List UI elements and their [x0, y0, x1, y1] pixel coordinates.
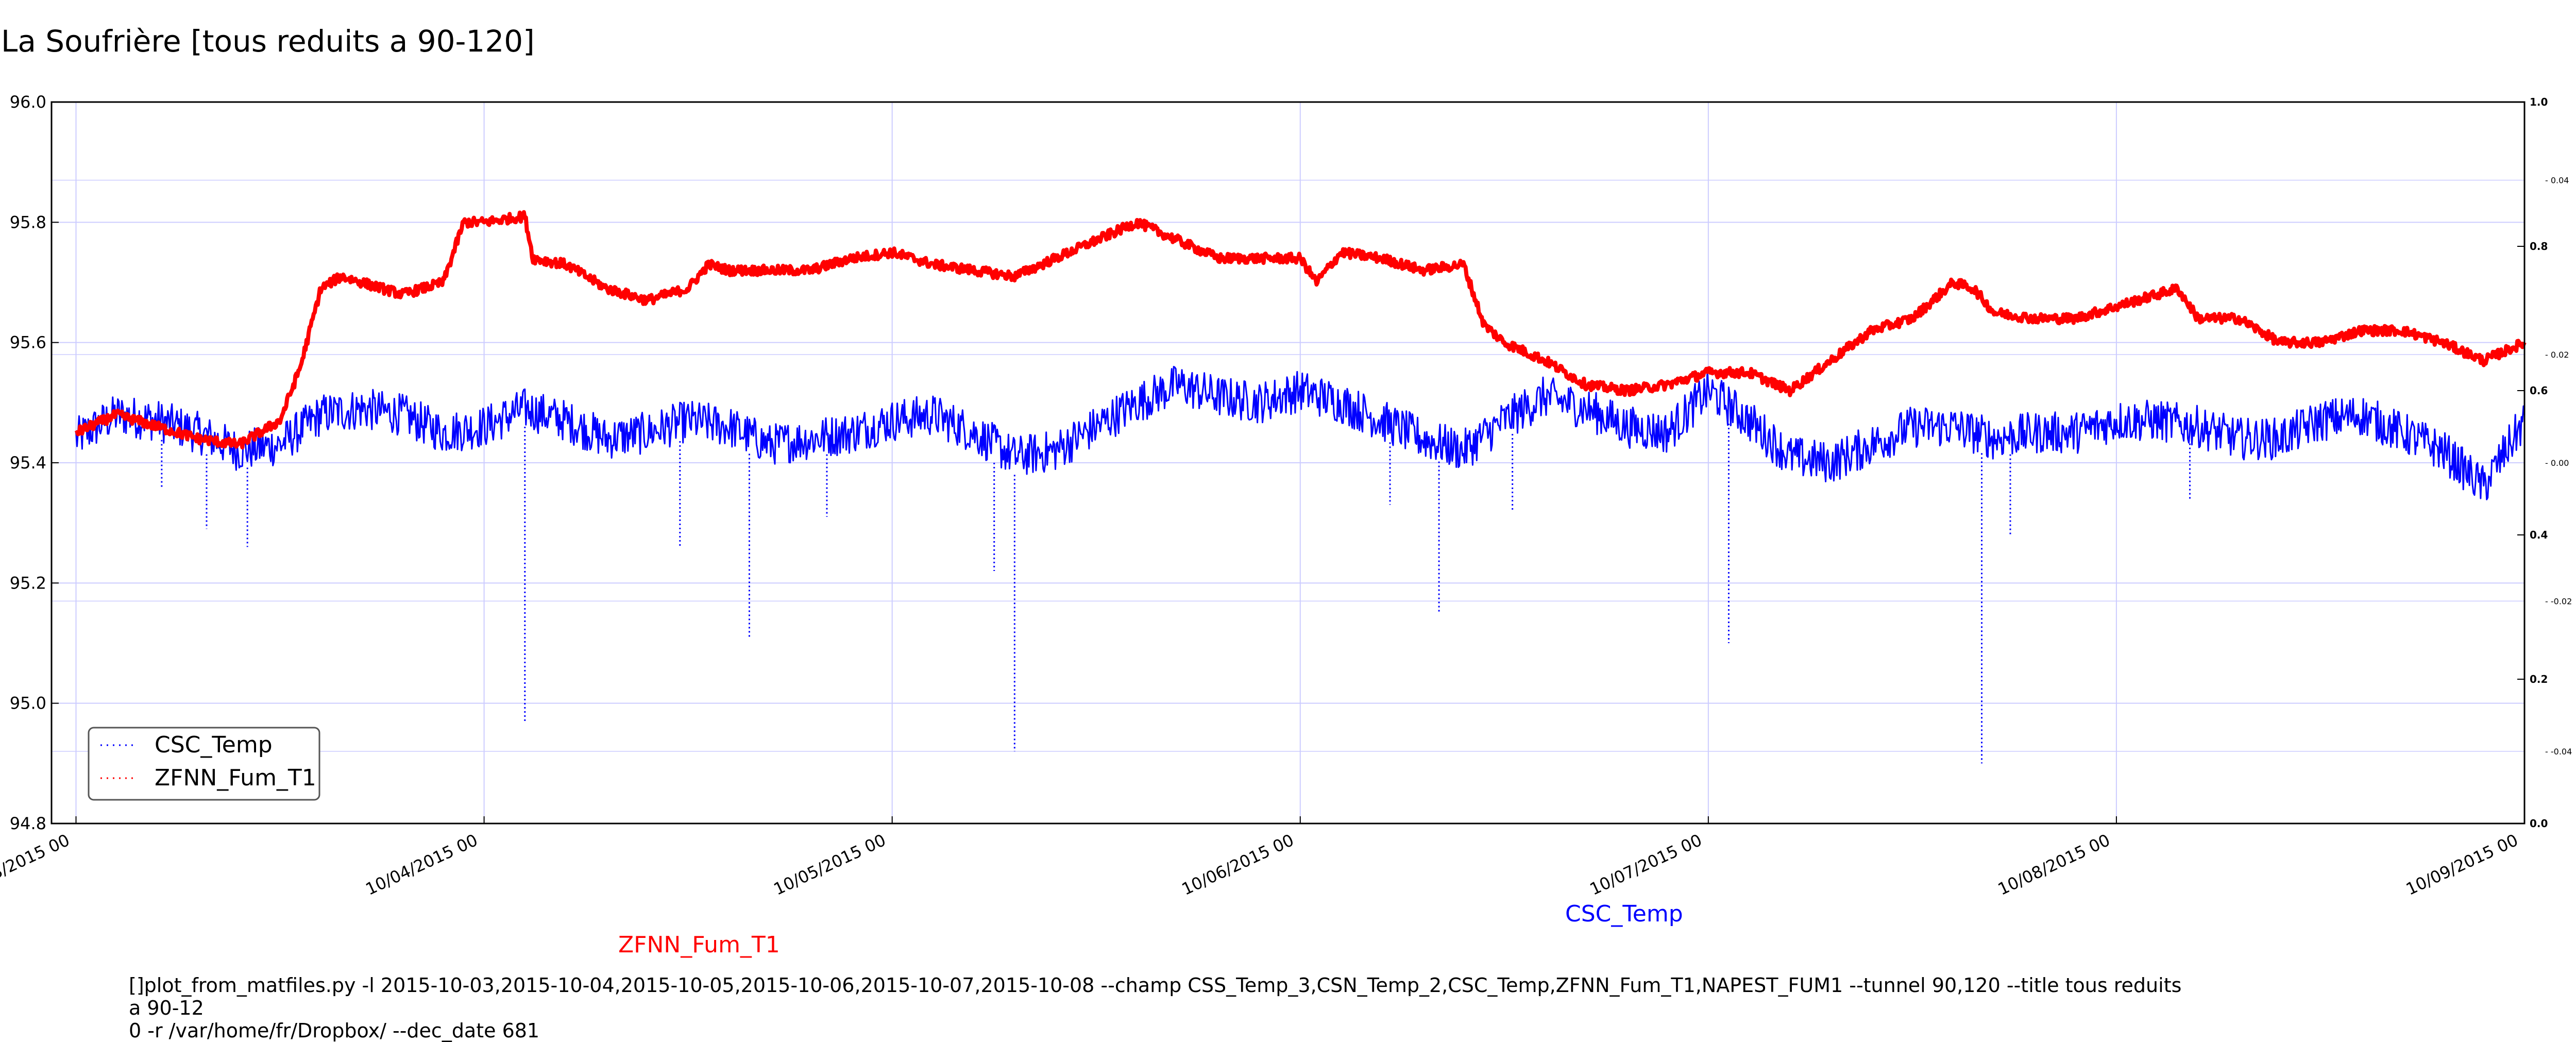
- right-minor-tick-label: - 0.04: [2545, 176, 2569, 186]
- right-minor-tick-label: - 0.00: [2545, 458, 2569, 468]
- right-tick-label: 0.4: [2530, 529, 2548, 541]
- series-layer: [74, 210, 2527, 764]
- right-minor-tick-label: - 0.02: [2545, 350, 2569, 360]
- x-tick-label: 10/05/2015 00: [771, 830, 889, 899]
- x-tick-label: 10/03/2015 00: [0, 830, 73, 899]
- series-line-csc-temp: [75, 366, 2526, 500]
- y-tick-label: 96.0: [10, 92, 46, 112]
- legend: CSC_Temp ZFNN_Fum_T1: [88, 727, 320, 801]
- annotation-csc: CSC_Temp: [1565, 901, 1683, 927]
- y-axis-right: 0.0 0.2 0.4 0.6 0.8 1.0 - 0.04 - 0.02 - 0.00 - -0…: [2517, 96, 2572, 830]
- right-tick-label: 0.6: [2530, 384, 2548, 397]
- y-axis-left: 94.8 95.0 95.2 95.4 95.6 95.8 96.0: [10, 92, 59, 833]
- y-tick-label: 95.8: [10, 212, 46, 232]
- y-tick-label: 94.8: [10, 814, 46, 833]
- y-tick-label: 95.6: [10, 333, 46, 352]
- right-tick-label: 0.2: [2530, 673, 2548, 685]
- x-tick-label: 10/06/2015 00: [1179, 830, 1297, 899]
- y-tick-label: 95.0: [10, 694, 46, 713]
- legend-box: [88, 727, 320, 801]
- y-tick-label: 95.4: [10, 453, 46, 473]
- x-axis: 10/03/2015 00 10/04/2015 00 10/05/2015 00 1…: [0, 816, 2525, 899]
- x-tick-label: 10/09/2015 00: [2403, 830, 2521, 899]
- x-tick-label: 10/08/2015 00: [1995, 830, 2113, 899]
- right-minor-tick-label: - -0.02: [2545, 596, 2572, 606]
- legend-label-csc: CSC_Temp: [155, 732, 273, 758]
- command-line: []plot_from_matfiles.py -l 2015-10-03,20…: [129, 974, 2182, 1042]
- y-tick-label: 95.2: [10, 573, 46, 593]
- chart-title: La Soufrière [tous reduits a 90-120]: [1, 24, 535, 59]
- right-tick-label: 0.8: [2530, 240, 2548, 253]
- grid: [52, 102, 2525, 823]
- x-tick-label: 10/04/2015 00: [363, 830, 481, 899]
- x-tick-label: 10/07/2015 00: [1587, 830, 1705, 899]
- right-tick-label: 1.0: [2530, 96, 2548, 108]
- annotation-zfnn: ZFNN_Fum_T1: [618, 932, 780, 958]
- series-line-zfnn-fum-t1: [74, 210, 2527, 450]
- legend-label-zfnn: ZFNN_Fum_T1: [155, 765, 316, 791]
- right-minor-tick-label: - -0.04: [2545, 747, 2572, 757]
- right-tick-label: 0.0: [2530, 817, 2548, 830]
